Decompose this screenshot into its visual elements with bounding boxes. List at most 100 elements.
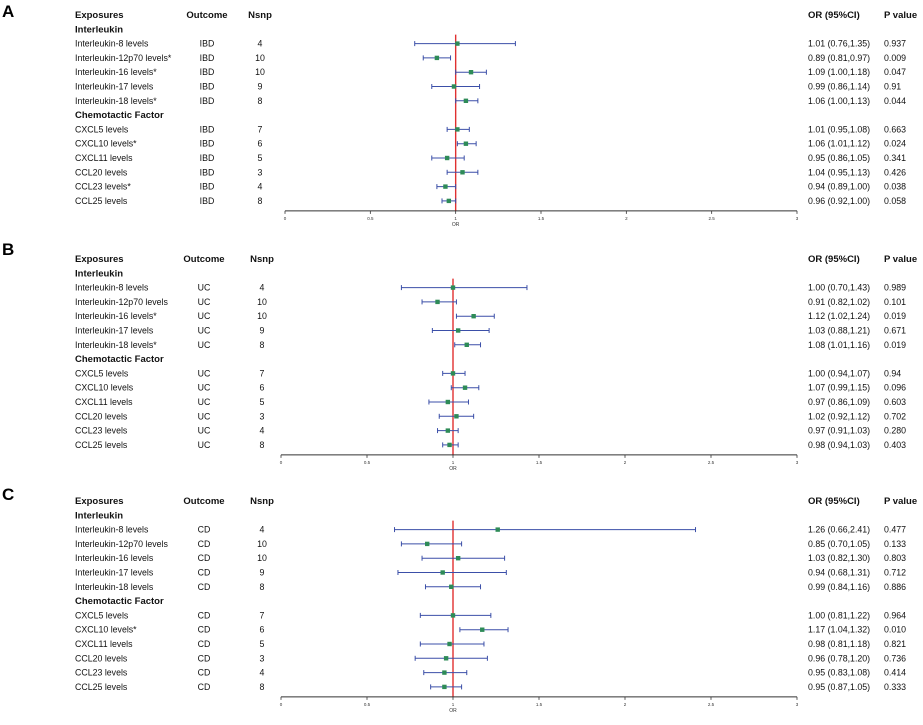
outcome-label: IBD xyxy=(200,196,215,206)
nsnp-value: 5 xyxy=(260,397,265,407)
or-ci-value: 1.08 (1.01,1.16) xyxy=(808,340,870,350)
exposure-label: Interleukin-17 levels xyxy=(75,326,154,336)
p-value: 0.133 xyxy=(884,539,906,549)
exposure-label: CCL25 levels xyxy=(75,440,128,450)
p-value: 0.94 xyxy=(884,368,901,378)
nsnp-value: 10 xyxy=(255,53,265,63)
nsnp-value: 9 xyxy=(260,326,265,336)
panel-label: A xyxy=(2,2,14,21)
outcome-label: UC xyxy=(198,311,211,321)
or-ci-value: 1.04 (0.95,1.13) xyxy=(808,167,870,177)
p-value: 0.886 xyxy=(884,582,906,592)
or-point xyxy=(443,184,448,189)
outcome-label: CD xyxy=(198,568,211,578)
exposure-label: CCL20 levels xyxy=(75,167,128,177)
column-header-outcome: Outcome xyxy=(186,10,227,21)
or-ci-value: 1.03 (0.88,1.21) xyxy=(808,326,870,336)
p-value: 0.603 xyxy=(884,397,906,407)
or-point xyxy=(464,342,469,347)
outcome-label: IBD xyxy=(200,82,215,92)
or-ci-value: 0.97 (0.91,1.03) xyxy=(808,426,870,436)
p-value: 0.101 xyxy=(884,297,906,307)
nsnp-value: 8 xyxy=(260,682,265,692)
group-header: Interleukin xyxy=(75,24,123,35)
outcome-label: UC xyxy=(198,283,211,293)
x-tick-label: 1.5 xyxy=(536,702,543,707)
nsnp-value: 4 xyxy=(258,39,263,49)
x-tick-label: 1.5 xyxy=(538,216,545,221)
outcome-label: CD xyxy=(198,668,211,678)
x-tick-label: 2.5 xyxy=(708,460,715,465)
or-ci-value: 1.06 (1.00,1.13) xyxy=(808,96,870,106)
column-header-exposures: Exposures xyxy=(75,254,124,265)
exposure-label: Interleukin-8 levels xyxy=(75,283,149,293)
p-value: 0.989 xyxy=(884,283,906,293)
x-axis-label: OR xyxy=(449,708,457,714)
nsnp-value: 8 xyxy=(260,440,265,450)
or-point xyxy=(449,584,454,589)
nsnp-value: 8 xyxy=(260,340,265,350)
or-ci-value: 0.98 (0.94,1.03) xyxy=(808,440,870,450)
nsnp-value: 9 xyxy=(260,568,265,578)
p-value: 0.047 xyxy=(884,67,906,77)
exposure-label: Interleukin-8 levels xyxy=(75,525,149,535)
exposure-label: Interleukin-12p70 levels xyxy=(75,539,169,549)
outcome-label: CD xyxy=(198,539,211,549)
outcome-label: UC xyxy=(198,340,211,350)
nsnp-value: 4 xyxy=(260,525,265,535)
outcome-label: UC xyxy=(198,383,211,393)
or-ci-value: 0.91 (0.82,1.02) xyxy=(808,297,870,307)
p-value: 0.803 xyxy=(884,553,906,563)
outcome-label: CD xyxy=(198,682,211,692)
outcome-label: IBD xyxy=(200,53,215,63)
or-ci-value: 1.17 (1.04,1.32) xyxy=(808,625,870,635)
nsnp-value: 10 xyxy=(257,297,267,307)
p-value: 0.058 xyxy=(884,196,906,206)
or-point xyxy=(463,98,469,103)
column-header-or-ci: OR (95%CI) xyxy=(808,10,860,21)
or-ci-value: 1.12 (1.02,1.24) xyxy=(808,311,870,321)
column-header-nsnp: Nsnp xyxy=(250,496,274,507)
p-value: 0.426 xyxy=(884,167,906,177)
nsnp-value: 8 xyxy=(258,96,263,106)
p-value: 0.937 xyxy=(884,39,906,49)
outcome-label: IBD xyxy=(200,139,215,149)
p-value: 0.038 xyxy=(884,182,906,192)
or-ci-value: 1.07 (0.99,1.15) xyxy=(808,383,870,393)
outcome-label: CD xyxy=(198,582,211,592)
x-tick-label: 0.5 xyxy=(364,460,371,465)
p-value: 0.333 xyxy=(884,682,906,692)
forest-panel-b: B Exposures Outcome Nsnp OR (95%CI) P value In… xyxy=(2,240,917,472)
outcome-label: IBD xyxy=(200,67,215,77)
or-point xyxy=(495,527,500,532)
p-value: 0.477 xyxy=(884,525,906,535)
exposure-label: CCL25 levels xyxy=(75,196,128,206)
nsnp-value: 7 xyxy=(258,124,263,134)
or-ci-value: 0.94 (0.89,1.00) xyxy=(808,182,870,192)
x-tick-label: 3 xyxy=(796,216,799,221)
or-point xyxy=(447,442,452,448)
p-value: 0.019 xyxy=(884,340,906,350)
column-header-nsnp: Nsnp xyxy=(248,10,272,21)
p-value: 0.403 xyxy=(884,440,906,450)
or-point xyxy=(450,371,456,376)
nsnp-value: 10 xyxy=(257,311,267,321)
x-tick-label: 2 xyxy=(624,460,627,465)
exposure-label: Interleukin-18 levels* xyxy=(75,340,157,350)
p-value: 0.044 xyxy=(884,96,906,106)
exposure-label: CXCL10 levels xyxy=(75,383,134,393)
outcome-label: IBD xyxy=(200,96,215,106)
or-ci-value: 0.95 (0.87,1.05) xyxy=(808,682,870,692)
x-tick-label: 0 xyxy=(284,216,287,221)
exposure-label: CXCL10 levels* xyxy=(75,139,137,149)
outcome-label: UC xyxy=(198,397,211,407)
or-point xyxy=(455,328,461,333)
panel-label: B xyxy=(2,240,14,259)
outcome-label: CD xyxy=(198,653,211,663)
nsnp-value: 10 xyxy=(255,67,265,77)
exposure-label: Interleukin-17 levels xyxy=(75,82,154,92)
column-header-p-value: P value xyxy=(884,254,917,265)
x-tick-label: 0 xyxy=(280,702,283,707)
group-header: Interleukin xyxy=(75,510,123,521)
